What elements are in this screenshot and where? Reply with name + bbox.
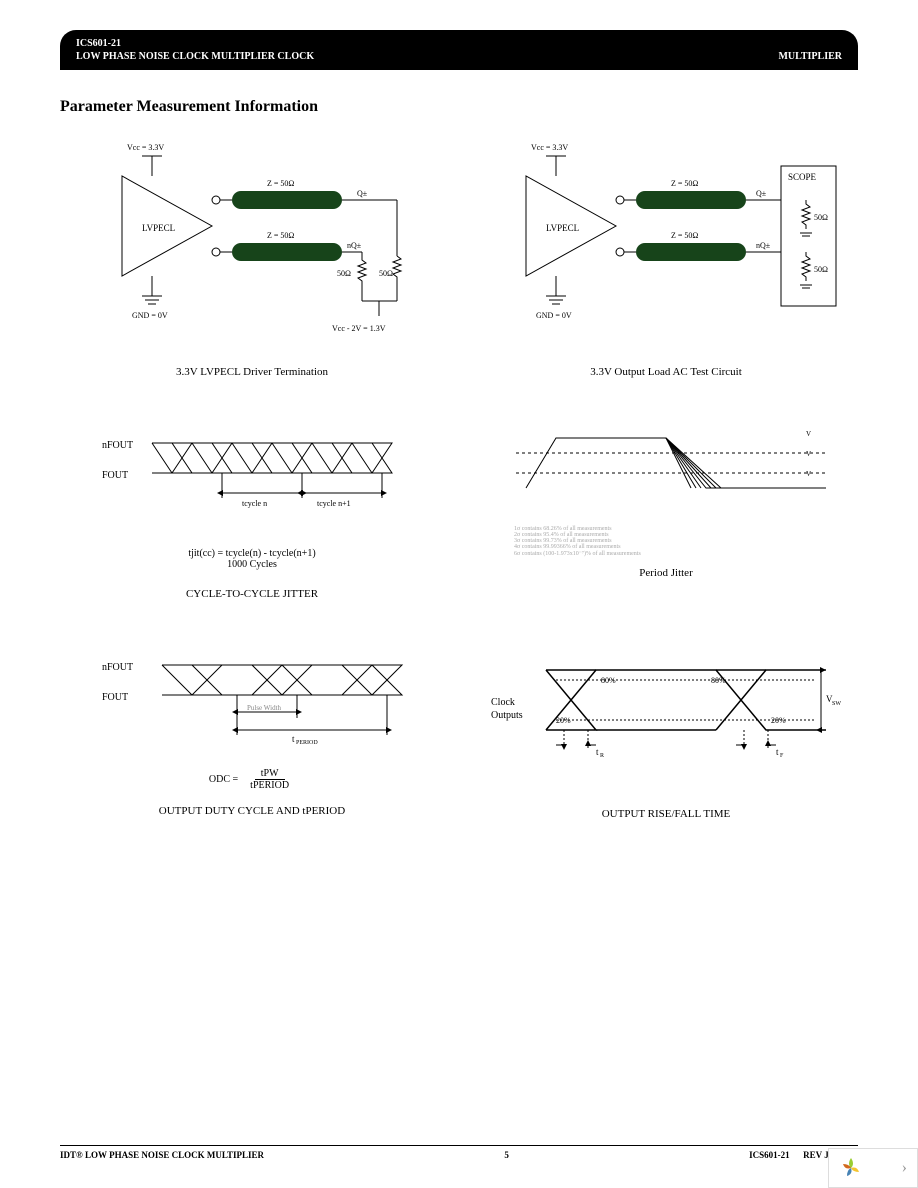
odc-num: tPW [255,768,285,780]
tf-sub: F [780,753,784,759]
vlow: V [806,470,811,478]
odc-lhs: ODC = [209,774,238,785]
r2b: 50Ω [814,265,828,274]
fout-label2: FOUT [102,692,128,703]
clk-label: Clock [491,697,515,708]
block-label: LVPECL [142,223,175,233]
fout-label: FOUT [102,470,128,481]
q: Q± [357,189,368,198]
caption-output-load: 3.3V Output Load AC Test Circuit [590,366,742,378]
nfout-label2: nFOUT [102,662,133,673]
vtt: Vcc - 2V = 1.3V [332,324,386,333]
c2c-eq1: tjit(cc) = tcycle(n) - tcycle(n+1) [188,548,315,559]
tr: t [596,747,599,757]
footer: IDT® LOW PHASE NOISE CLOCK MULTIPLIER 5 … [60,1145,858,1160]
vsw-sub: SW [832,701,841,707]
vmid: V [806,450,811,458]
header-subtitle: LOW PHASE NOISE CLOCK MULTIPLIER CLOCK [76,51,314,62]
r1b: 50Ω [814,213,828,222]
caption-lvpecl: 3.3V LVPECL Driver Termination [176,366,328,378]
gnd-label2: GND = 0V [536,311,572,320]
diagram-duty-cycle: nFOUT FOUT Pulse Width t PERIOD [60,640,444,820]
diagram-c2c-jitter: nFOUT FOUT [60,418,444,600]
header-right: MULTIPLIER [778,51,842,62]
p20a: 20% [556,716,571,725]
footer-part: ICS601-21 [749,1150,790,1160]
vdd-label2: Vcc = 3.3V [531,143,568,152]
diagram-rise-fall: Clock Outputs 80% 80% 20% 20% [474,640,858,820]
vhigh: V [806,430,811,438]
out-label: Outputs [491,710,523,721]
header-bar: ICS601-21 LOW PHASE NOISE CLOCK MULTIPLI… [60,30,858,70]
c2c-eq2: 1000 Cycles [188,559,315,570]
z-top2: Z = 50Ω [671,179,698,188]
next-page-button[interactable]: › [828,1148,918,1188]
nq2: nQ± [756,241,771,250]
nfout-label: nFOUT [102,440,133,451]
r1: 50Ω [337,269,351,278]
diagram-output-load: LVPECL Vcc = 3.3V GND = 0V Z = 50Ω Z = 5… [474,136,858,378]
r2: 50Ω [379,269,393,278]
sigma-6: 6σ contains (100-1.973x10⁻⁷)% of all mea… [514,550,641,557]
diagram-period-jitter: V V V 1σ contains 68.26% of all measurem… [474,418,858,600]
scope-label: SCOPE [788,172,817,182]
tr-sub: R [600,753,604,759]
z-top: Z = 50Ω [267,179,294,188]
tcycle-n: tcycle n [242,499,267,508]
diagram-lvpecl-termination: LVPECL Vcc = 3.3V GND = 0V Z = 5 [60,136,444,378]
odc-den: tPERIOD [244,780,295,791]
section-title: Parameter Measurement Information [60,98,858,116]
p80a: 80% [601,676,616,685]
nq: nQ± [347,241,362,250]
logo-icon [839,1156,863,1180]
footer-left: IDT® LOW PHASE NOISE CLOCK MULTIPLIER [60,1150,264,1160]
pw-label: Pulse Width [247,704,282,712]
caption-c2c: CYCLE-TO-CYCLE JITTER [186,588,318,600]
tcycle-n1: tcycle n+1 [317,499,351,508]
tperiod-sub: PERIOD [296,740,318,746]
q2: Q± [756,189,767,198]
caption-period: Period Jitter [639,567,692,579]
p80b: 80% [711,676,726,685]
header-part: ICS601-21 [76,38,314,49]
footer-page: 5 [504,1150,509,1160]
tf: t [776,747,779,757]
caption-duty: OUTPUT DUTY CYCLE AND tPERIOD [159,805,345,817]
chevron-right-icon: › [902,1159,907,1177]
z-bot2: Z = 50Ω [671,231,698,240]
p20b: 20% [771,716,786,725]
gnd-label: GND = 0V [132,311,168,320]
caption-rise: OUTPUT RISE/FALL TIME [602,808,731,820]
block-label: LVPECL [546,223,579,233]
tperiod-label: t [292,734,295,744]
vdd-label: Vcc = 3.3V [127,143,164,152]
z-bot: Z = 50Ω [267,231,294,240]
